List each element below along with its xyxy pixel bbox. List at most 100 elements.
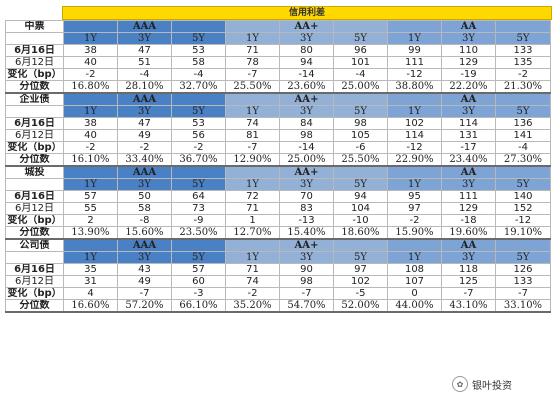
tenor-header: 5Y xyxy=(171,251,226,264)
table-cell: 72 xyxy=(225,190,280,203)
table-cell: 28.10% xyxy=(117,80,172,94)
rating-header-fill xyxy=(225,165,280,179)
table-cell: -10 xyxy=(333,214,388,227)
rating-header-fill xyxy=(63,20,118,33)
table-row: 分位数 13.90% 15.60% 23.50% 12.70% 15.40% 18.60% 1… xyxy=(5,226,551,240)
table-cell: 133 xyxy=(495,275,551,288)
rating-header: AA xyxy=(441,20,496,33)
tenor-header: 5Y xyxy=(171,32,226,45)
tenor-header: 1Y xyxy=(387,251,442,264)
table-cell: 53 xyxy=(171,117,226,130)
rating-header-fill xyxy=(333,238,388,252)
table-cell: -18 xyxy=(441,214,496,227)
tenor-header: 3Y xyxy=(441,105,496,118)
row-label: 变化（bp） xyxy=(5,68,64,81)
row-label: 6月12日 xyxy=(5,56,64,69)
rating-header-fill xyxy=(387,238,442,252)
table-cell: 43 xyxy=(117,263,172,276)
credit-spread-table: 中票 AAA AA+ AA 1Y 3Y 5Y 1Y 3Y 5Y 1Y 3Y 5Y 6月16日 38 47 53 7… xyxy=(5,20,551,313)
table-cell: 102 xyxy=(333,275,388,288)
table-cell: -2 xyxy=(225,287,280,300)
table-cell: 141 xyxy=(495,129,551,142)
table-cell: -2 xyxy=(117,141,172,154)
table-cell: 51 xyxy=(117,56,172,69)
rating-header-fill xyxy=(171,20,226,33)
row-label: 6月12日 xyxy=(5,129,64,142)
tenor-header: 3Y xyxy=(441,251,496,264)
table-cell: 83 xyxy=(279,202,334,215)
table-cell: 95 xyxy=(387,190,442,203)
table-cell: -3 xyxy=(171,287,226,300)
rating-header-fill xyxy=(171,165,226,179)
table-cell: 126 xyxy=(495,263,551,276)
tenor-header: 3Y xyxy=(117,178,172,191)
table-cell: 118 xyxy=(441,263,496,276)
table-cell: 33.40% xyxy=(117,153,172,167)
tenor-header: 3Y xyxy=(279,251,334,264)
table-cell: 52.00% xyxy=(333,299,388,313)
table-cell: 15.40% xyxy=(279,226,334,240)
row-label: 变化（bp） xyxy=(5,214,64,227)
table-row: 6月12日 55 58 73 71 83 104 97 129 152 xyxy=(5,202,551,215)
table-cell: 70 xyxy=(279,190,334,203)
table-cell: 25.50% xyxy=(225,80,280,94)
table-row: 变化（bp） 4 -7 -3 -2 -7 -5 0 -7 -7 xyxy=(5,287,551,300)
spread-grid: 中票 AAA AA+ AA 1Y 3Y 5Y 1Y 3Y 5Y 1Y 3Y 5Y 6月16日 38 47 53 7… xyxy=(5,20,551,313)
tenor-header: 1Y xyxy=(63,251,118,264)
table-cell: 102 xyxy=(387,117,442,130)
table-cell: 66.10% xyxy=(171,299,226,313)
table-cell: 15.90% xyxy=(387,226,442,240)
table-cell: -7 xyxy=(495,287,551,300)
table-cell: 23.50% xyxy=(171,226,226,240)
table-cell: 16.10% xyxy=(63,153,118,167)
watermark-text: 银叶投资 xyxy=(472,380,512,392)
table-cell: 58 xyxy=(171,56,226,69)
rating-header-fill xyxy=(387,20,442,33)
table-cell: 58 xyxy=(117,202,172,215)
table-row: 分位数 16.80% 28.10% 32.70% 25.50% 23.60% 25.00% 3… xyxy=(5,80,551,94)
table-cell: 114 xyxy=(387,129,442,142)
table-cell: 96 xyxy=(333,44,388,57)
row-label: 分位数 xyxy=(5,299,64,313)
row-label: 分位数 xyxy=(5,80,64,94)
table-cell: 40 xyxy=(63,56,118,69)
table-cell: 38.80% xyxy=(387,80,442,94)
table-cell: 22.90% xyxy=(387,153,442,167)
tenor-header: 5Y xyxy=(333,251,388,264)
table-cell: -8 xyxy=(117,214,172,227)
tenor-header: 1Y xyxy=(225,251,280,264)
table-cell: 125 xyxy=(441,275,496,288)
table-cell: 16.60% xyxy=(63,299,118,313)
rating-header: AA+ xyxy=(279,20,334,33)
row-label: 变化（bp） xyxy=(5,287,64,300)
table-cell: -7 xyxy=(441,287,496,300)
table-title: 信用利差 xyxy=(62,6,552,20)
table-cell: -7 xyxy=(225,141,280,154)
table-cell: 31 xyxy=(63,275,118,288)
rating-header-fill xyxy=(495,238,551,252)
table-cell: 129 xyxy=(441,202,496,215)
table-cell: 111 xyxy=(441,190,496,203)
tenor-header: 5Y xyxy=(171,178,226,191)
row-label: 6月16日 xyxy=(5,263,64,276)
table-cell: 131 xyxy=(441,129,496,142)
row-label: 变化（bp） xyxy=(5,141,64,154)
table-row: 6月12日 40 51 58 78 94 101 111 129 135 xyxy=(5,56,551,69)
tenor-header: 1Y xyxy=(225,105,280,118)
tenor-header: 3Y xyxy=(117,105,172,118)
watermark: ✿ 银叶投资 xyxy=(452,376,512,392)
table-cell: -14 xyxy=(279,68,334,81)
row-label: 分位数 xyxy=(5,226,64,240)
header-spacer xyxy=(5,251,64,264)
table-row: 6月16日 38 47 53 74 84 98 102 114 136 xyxy=(5,117,551,130)
table-cell: 38 xyxy=(63,117,118,130)
rating-header: AAA xyxy=(117,165,172,179)
header-spacer xyxy=(5,178,64,191)
section-title: 中票 xyxy=(5,20,64,33)
table-cell: 12.70% xyxy=(225,226,280,240)
table-row: 变化（bp） -2 -2 -2 -7 -14 -6 -12 -17 -4 xyxy=(5,141,551,154)
table-cell: 71 xyxy=(225,44,280,57)
table-cell: -5 xyxy=(333,287,388,300)
rating-header-fill xyxy=(495,20,551,33)
section-title: 城投 xyxy=(5,165,64,179)
